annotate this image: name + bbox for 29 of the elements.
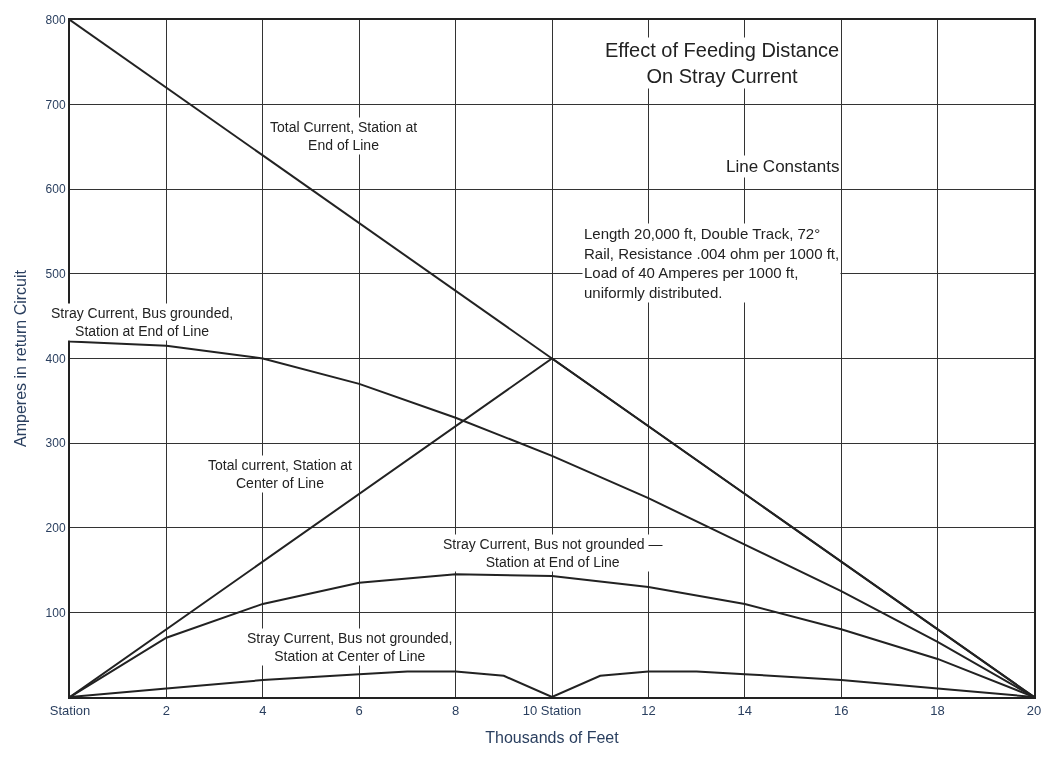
annotation: Length 20,000 ft, Double Track, 72° Rail, Resistance .004 ohm per 1000 ft, Load of 40 Amperes per 1000 ft, uniformly distributed.	[584, 225, 840, 301]
text: Effect of Feeding Distance On Stray Current	[605, 39, 840, 87]
y-axis-title: Amperes in return Circuit	[11, 269, 29, 447]
x-axis-title: Thousands of Feet	[485, 728, 620, 746]
y-tick-label: 800	[45, 13, 66, 28]
x-tick-label: 4	[259, 702, 267, 718]
x-tick-label: 2	[162, 702, 171, 718]
x-tick-label: 20	[1026, 702, 1042, 718]
x-tick-label: 6	[355, 702, 363, 718]
x-tick-label: 8	[451, 702, 460, 718]
y-tick-label: 200	[45, 520, 66, 535]
y-tick-label: 100	[45, 605, 66, 620]
series-label: Stray Current, Bus not grounded — Station at End of Line	[443, 536, 663, 571]
x-tick-label: 10 Station	[522, 702, 582, 718]
x-tick-label: Station	[49, 702, 91, 718]
y-tick-label: 400	[45, 351, 66, 366]
series-label: Total Current, Station at End of Line	[270, 119, 418, 154]
x-tick-label: 18	[930, 702, 945, 718]
y-tick-label: 700	[45, 97, 66, 112]
y-tick-label: 300	[45, 436, 66, 451]
series-label: Stray Current, Bus grounded, Station at End of Line	[51, 305, 234, 340]
series-label: Total current, Station at Center of Line	[208, 457, 353, 492]
y-tick-label: 600	[45, 182, 66, 197]
series-label: Stray Current, Bus not grounded, Station at Center of Line	[247, 630, 453, 665]
y-tick-label: 500	[45, 267, 66, 282]
x-tick-label: 12	[641, 702, 656, 718]
text: Line Constants	[726, 157, 840, 176]
x-tick-label: 14	[737, 702, 753, 718]
x-tick-label: 16	[833, 702, 849, 718]
